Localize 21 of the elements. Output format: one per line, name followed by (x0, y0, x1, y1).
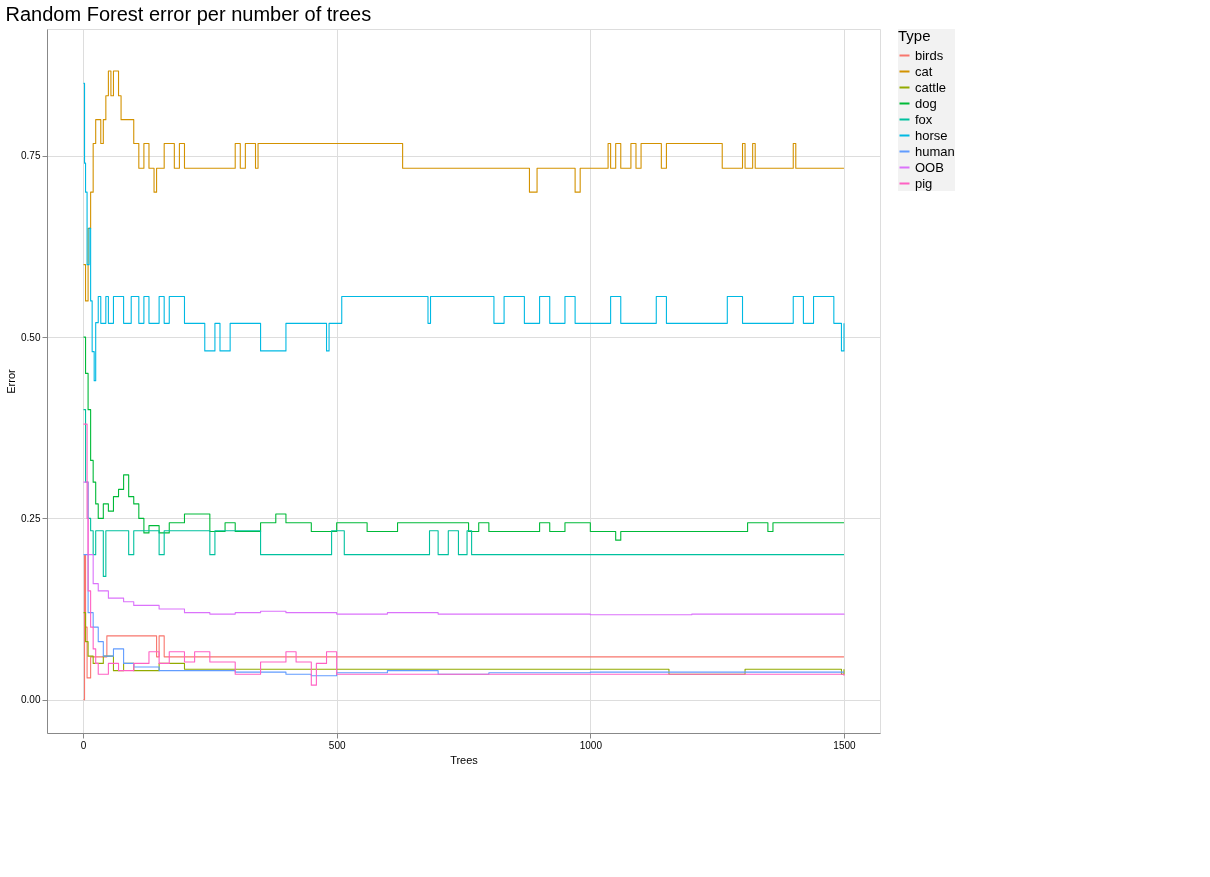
x-tick-label: 1000 (579, 739, 603, 751)
x-tick-label: 1500 (833, 739, 857, 751)
legend-label: cattle (915, 79, 947, 95)
y-axis-title: Error (5, 368, 18, 394)
x-tick-label: 0 (80, 739, 87, 751)
legend-label: pig (915, 175, 933, 191)
legend-label: dog (915, 95, 937, 111)
legend-label: birds (915, 47, 944, 63)
legend-label: human (915, 143, 955, 159)
x-axis-title: Trees (450, 753, 479, 766)
legend-label: fox (915, 111, 933, 127)
y-tick-label: 0.50 (21, 331, 41, 343)
x-tick-label: 500 (328, 739, 346, 751)
y-tick-label: 0.00 (21, 694, 41, 706)
legend-title: Type (898, 27, 931, 44)
y-tick-label: 0.75 (21, 150, 41, 162)
legend-label: horse (915, 127, 948, 143)
chart-title: Random Forest error per number of trees (5, 3, 372, 25)
y-tick-label: 0.25 (21, 512, 41, 524)
legend-label: OOB (915, 159, 944, 175)
legend-label: cat (915, 63, 933, 79)
